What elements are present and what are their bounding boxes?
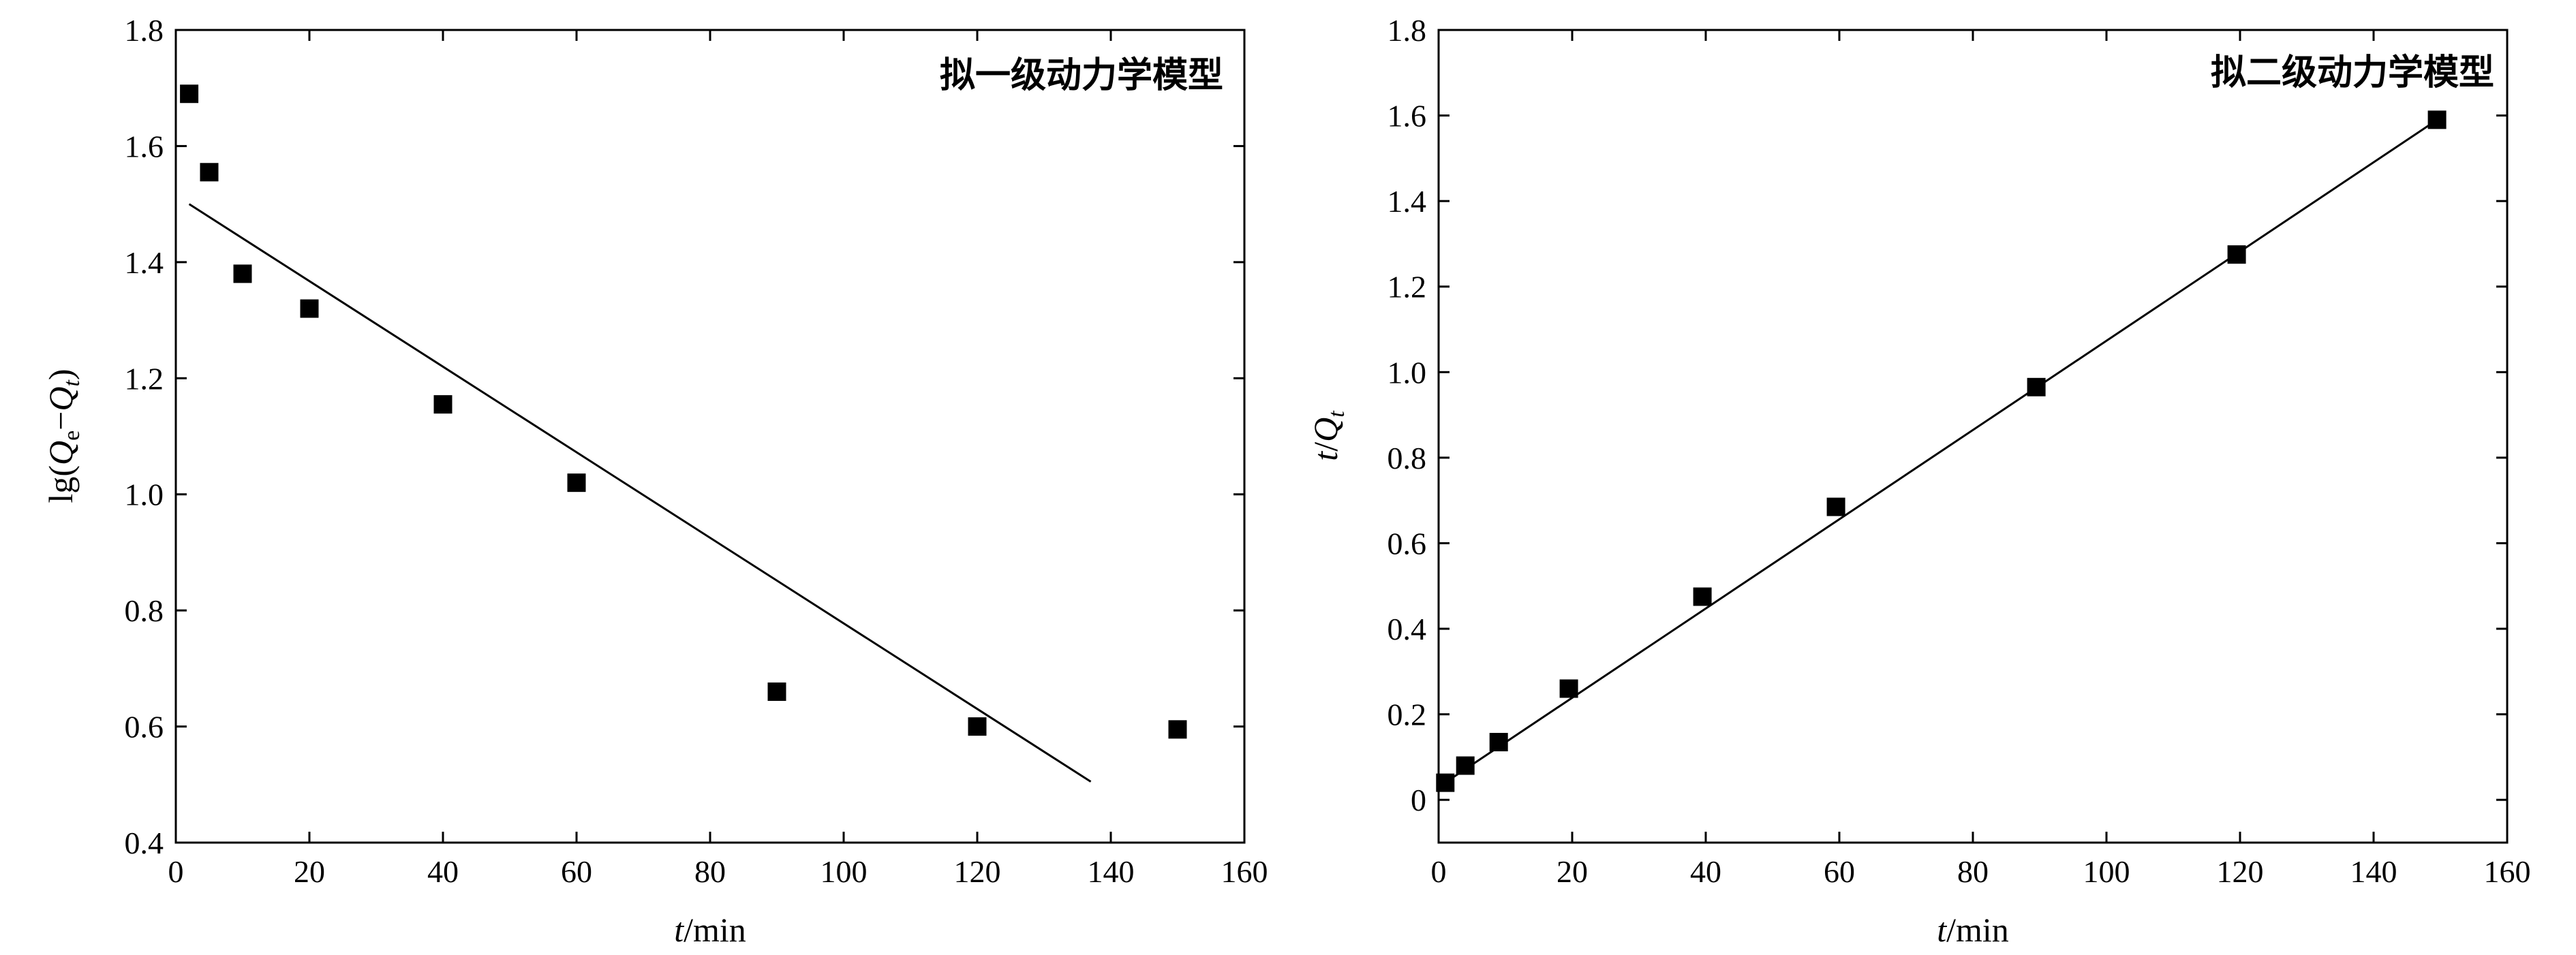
data-point [567,473,586,492]
x-tick-label: 60 [561,854,592,889]
y-tick-label: 1.6 [125,129,164,163]
pseudo-second-order-chart: 0 20 40 60 80 100 120 140 160 0 0.2 0.4 0.6 0.8 1.0 1.… [1306,13,2531,949]
x-tick-label: 100 [821,854,868,889]
data-point [2427,110,2447,129]
y-tick-label: 0.4 [125,826,164,860]
y-tick-label: 1.0 [1387,355,1427,390]
data-point [767,682,786,701]
data-point [1559,679,1578,698]
data-point [1456,756,1475,775]
data-point [1826,497,1845,516]
x-axis-label: t/min [674,911,746,949]
y-axis-label-suffix: ) [42,369,80,380]
fit-lines [188,203,1092,783]
x-axis-label: t/min [1937,911,2009,949]
x-tick-label: 120 [954,854,1001,889]
y-tick-label: 0.4 [1387,612,1427,646]
data-point [968,717,987,736]
x-tick-label: 40 [427,854,459,889]
x-axis-unit: /min [684,911,746,949]
x-tick-label: 0 [168,854,184,889]
y-tick-label: 0.6 [1387,526,1427,561]
data-point [233,264,252,283]
x-axis-ticks: 0 20 40 60 80 100 120 140 160 [168,30,1268,889]
data-point [1436,773,1455,792]
y-axis-ticks: 0 0.2 0.4 0.6 0.8 1.0 1.2 1.4 1.6 1.8 [1387,13,2507,817]
y-tick-label: 1.8 [125,13,164,48]
data-points [180,84,1187,739]
y-tick-label: 1.6 [1387,99,1427,134]
y-tick-label: 0.6 [125,710,164,745]
data-point [1168,720,1187,739]
panel-title: 拟一级动力学模型 [940,55,1223,96]
plot-area-frame [1437,29,2509,844]
data-point [433,395,453,414]
x-axis-variable: t [1937,911,1947,949]
y-axis-label-prefix: lg( [42,465,80,503]
fit-line [1438,116,2441,788]
y-axis-label: lg(Qe−Qt) [42,369,85,503]
data-point [2027,377,2046,396]
x-tick-label: 80 [1957,854,1989,889]
x-tick-label: 140 [1088,854,1135,889]
y-axis-label-q: Q [1306,418,1345,442]
data-point [2227,245,2246,264]
y-axis-label-sub2: t [59,379,85,387]
data-point [1489,732,1508,751]
x-tick-label: 20 [1557,854,1588,889]
y-tick-label: 0 [1411,783,1426,817]
y-axis-label-sub1: e [59,430,85,441]
y-axis-label-slash: / [1306,442,1345,452]
x-tick-label: 160 [2484,854,2531,889]
y-tick-label: 1.8 [1387,13,1427,48]
y-tick-label: 1.0 [125,478,164,512]
y-tick-label: 1.4 [1387,184,1427,219]
x-tick-label: 140 [2350,854,2397,889]
y-axis-ticks: 0.4 0.6 0.8 1.0 1.2 1.4 1.6 1.8 [125,13,1244,860]
y-tick-label: 1.4 [125,245,164,280]
x-axis-unit: /min [1946,911,2009,949]
pseudo-first-order-chart: 0 20 40 60 80 100 120 140 160 0.4 0.6 0.8 1.0 1.2 1.4… [42,13,1268,949]
x-tick-label: 40 [1690,854,1721,889]
data-point [180,84,199,104]
data-point [200,163,219,182]
data-points [1436,110,2447,792]
data-point [1693,587,1712,606]
y-axis-label-t: t [1306,451,1345,461]
x-tick-label: 100 [2083,854,2130,889]
y-axis-label-sub: t [1324,410,1349,418]
x-tick-label: 160 [1221,854,1268,889]
y-axis-label: t/Qt [1306,410,1349,461]
plot-area-frame [174,29,1246,844]
y-tick-label: 1.2 [1387,270,1427,304]
fit-lines [1438,116,2441,788]
y-tick-label: 0.8 [1387,441,1427,475]
x-tick-label: 0 [1431,854,1447,889]
x-tick-label: 60 [1824,854,1855,889]
y-tick-label: 0.8 [125,593,164,628]
y-tick-label: 1.2 [125,361,164,396]
x-axis-variable: t [674,911,684,949]
y-axis-label-dash: − [42,411,80,430]
data-point [300,299,319,318]
x-tick-label: 120 [2217,854,2264,889]
x-tick-label: 80 [694,854,726,889]
x-tick-label: 20 [294,854,325,889]
x-axis-ticks: 0 20 40 60 80 100 120 140 160 [1431,30,2531,889]
y-axis-label-q1: Q [42,441,80,465]
y-tick-label: 0.2 [1387,698,1427,732]
fit-line [188,203,1092,783]
y-axis-label-q2: Q [42,387,80,411]
panel-title: 拟二级动力学模型 [2211,52,2494,93]
